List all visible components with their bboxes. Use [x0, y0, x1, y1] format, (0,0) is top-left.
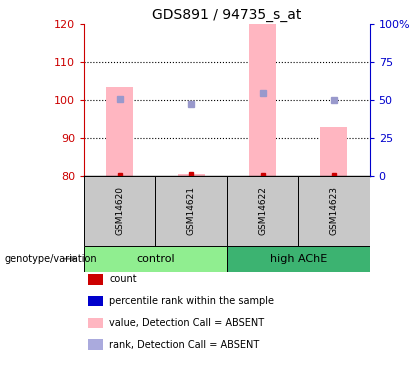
Bar [298, 176, 370, 246]
Text: value, Detection Call = ABSENT: value, Detection Call = ABSENT [109, 318, 264, 328]
Text: percentile rank within the sample: percentile rank within the sample [109, 296, 274, 306]
Bar [227, 246, 370, 272]
Bar [249, 24, 276, 176]
Text: GSM14622: GSM14622 [258, 186, 267, 236]
Bar [84, 246, 227, 272]
Bar [155, 176, 227, 246]
Bar [320, 127, 347, 176]
Text: GSM14621: GSM14621 [186, 186, 196, 236]
Text: genotype/variation: genotype/variation [4, 254, 97, 264]
Text: rank, Detection Call = ABSENT: rank, Detection Call = ABSENT [109, 340, 260, 350]
Text: count: count [109, 274, 137, 284]
Text: high AChE: high AChE [270, 254, 327, 264]
Text: GSM14623: GSM14623 [329, 186, 339, 236]
Bar [84, 176, 155, 246]
Title: GDS891 / 94735_s_at: GDS891 / 94735_s_at [152, 8, 302, 22]
Text: GSM14620: GSM14620 [115, 186, 124, 236]
Bar [178, 174, 205, 176]
Text: control: control [136, 254, 175, 264]
Bar [227, 176, 298, 246]
Bar [106, 87, 133, 176]
